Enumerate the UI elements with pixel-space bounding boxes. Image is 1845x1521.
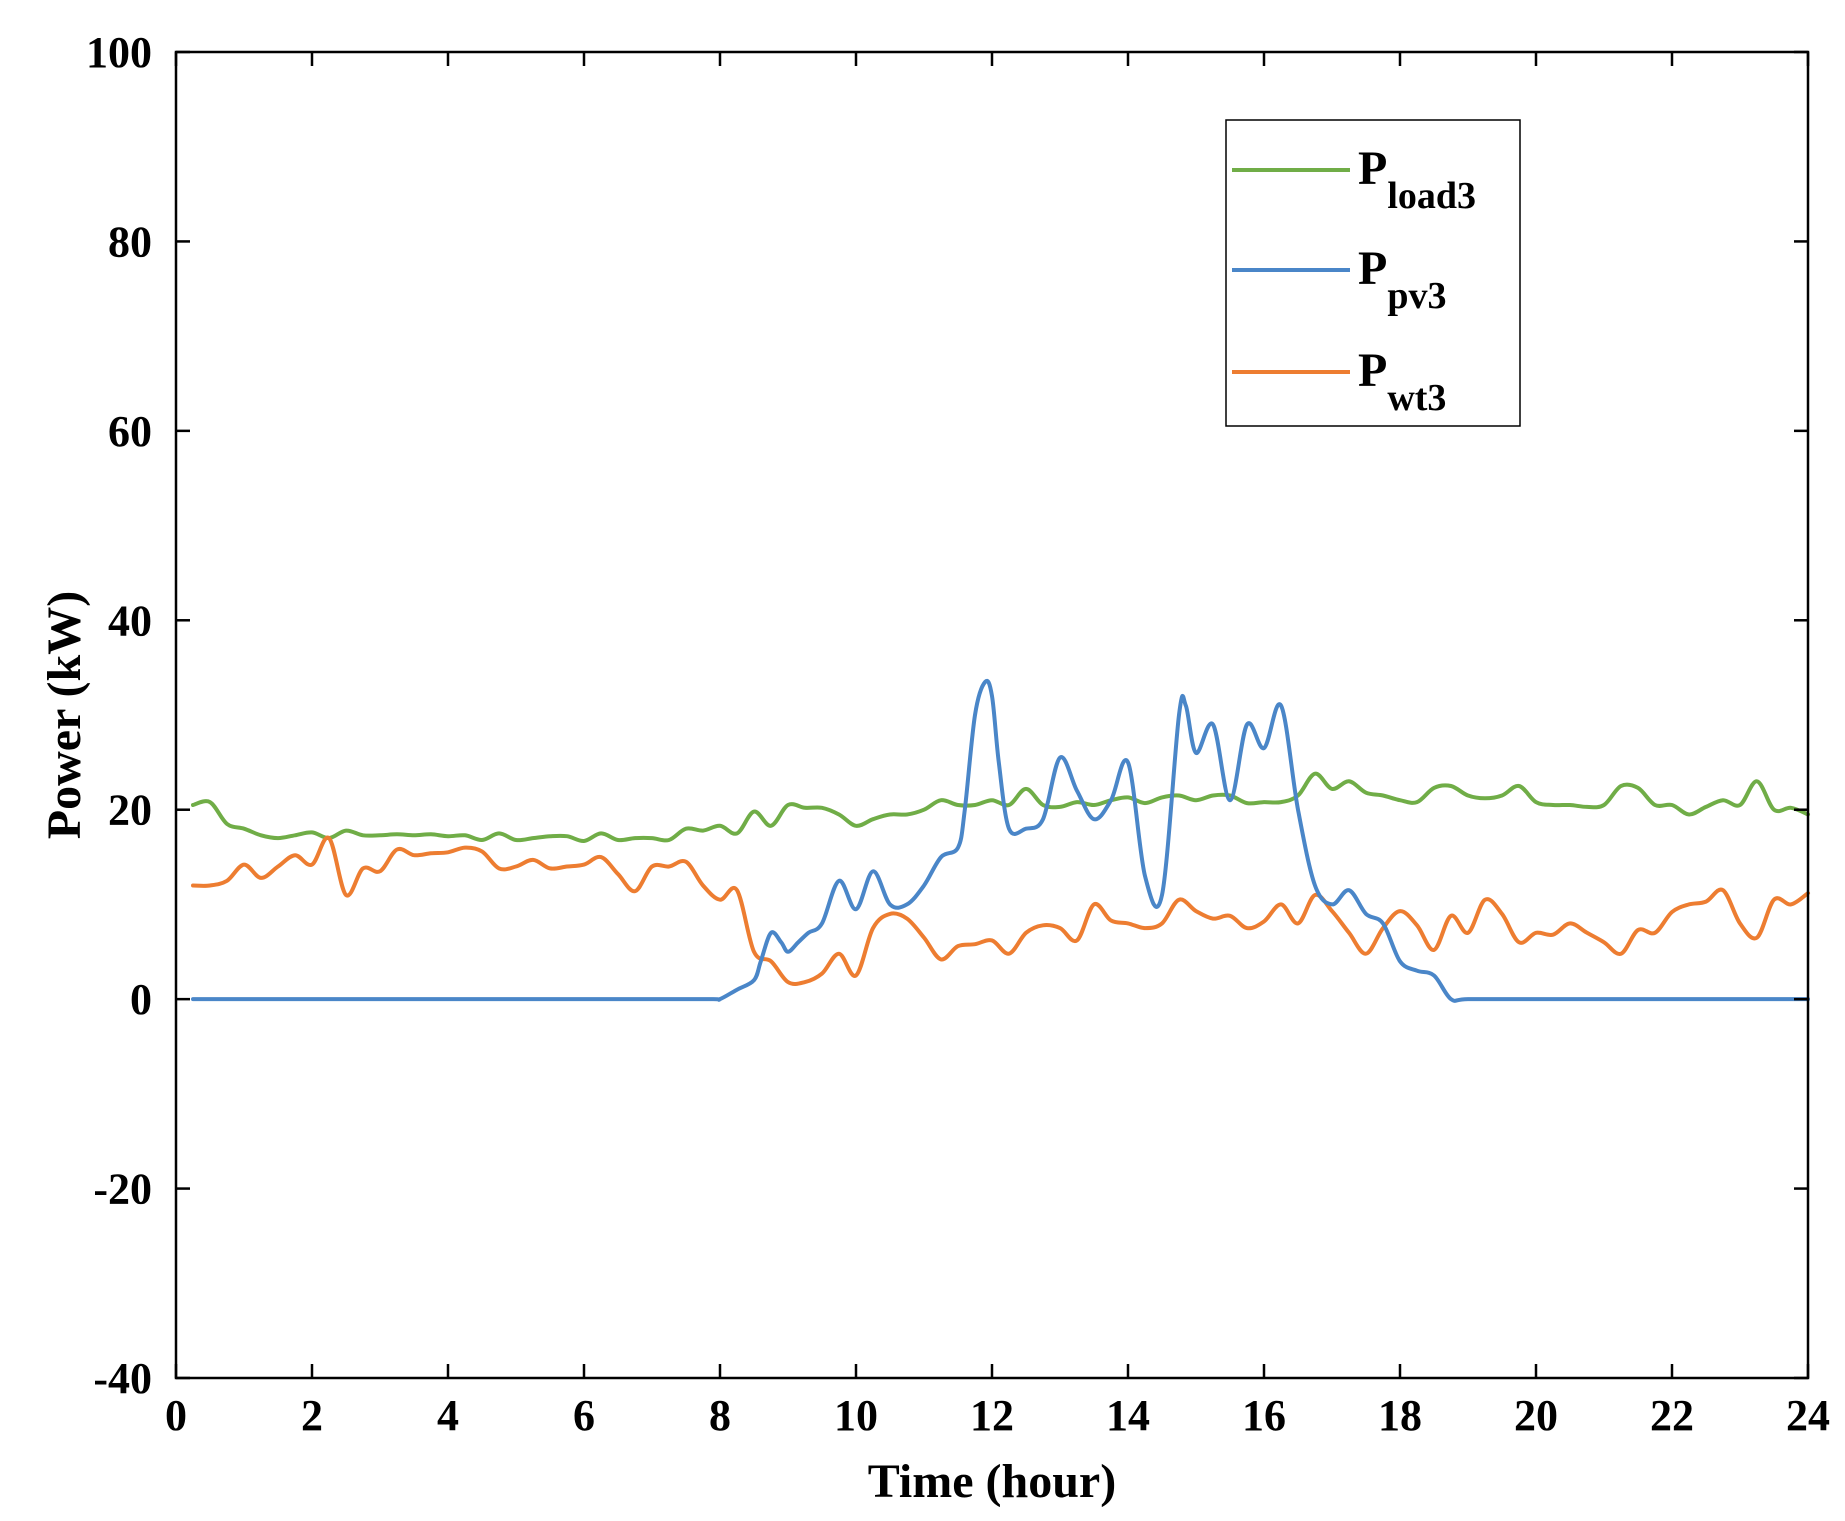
y-tick-label: 80 [108, 217, 152, 266]
x-tick-label: 16 [1242, 1391, 1286, 1440]
x-tick-labels: 0 2 4 6 8 10 12 14 16 18 20 22 24 [165, 1391, 1830, 1440]
legend-label-pwt3: Pwt3 [1358, 344, 1446, 419]
x-axis-title: Time (hour) [868, 1455, 1116, 1508]
y-tick-label: 40 [108, 596, 152, 645]
series-layer [191, 678, 1810, 1003]
legend-label-main: P [1358, 344, 1387, 397]
y-tick-label: 0 [130, 975, 152, 1024]
y-tick-label: 100 [86, 28, 152, 77]
legend-label-main: P [1358, 242, 1387, 295]
series-line-ppv3 [191, 678, 1810, 1003]
plot-frame [174, 50, 1810, 1380]
x-tick-label: 2 [301, 1391, 323, 1440]
x-tick-label: 22 [1650, 1391, 1694, 1440]
series-line-pwt3 [191, 835, 1810, 987]
y-axis-title: Power (kW) [38, 591, 91, 839]
x-tick-label: 12 [970, 1391, 1014, 1440]
x-tick-label: 8 [709, 1391, 731, 1440]
legend-label-subscript: pv3 [1387, 275, 1446, 317]
x-tick-label: 6 [573, 1391, 595, 1440]
ticks-layer [174, 50, 1810, 1380]
x-tick-label: 18 [1378, 1391, 1422, 1440]
x-tick-label: 14 [1106, 1391, 1150, 1440]
y-tick-labels: -40 -20 0 20 40 60 80 100 [86, 28, 152, 1403]
y-tick-label: -20 [93, 1165, 152, 1214]
legend-label-subscript: load3 [1387, 175, 1476, 217]
y-tick-label: -40 [93, 1354, 152, 1403]
y-tick-label: 60 [108, 407, 152, 456]
legend-label-ppv3: Ppv3 [1358, 242, 1446, 317]
y-tick-label: 20 [108, 786, 152, 835]
series-line-pload3 [191, 771, 1810, 844]
legend-label-subscript: wt3 [1387, 377, 1446, 419]
x-tick-label: 4 [437, 1391, 459, 1440]
legend-label-main: P [1358, 142, 1387, 195]
x-tick-label: 20 [1514, 1391, 1558, 1440]
x-tick-label: 24 [1786, 1391, 1830, 1440]
x-tick-label: 0 [165, 1391, 187, 1440]
legend-label-pload3: Pload3 [1358, 142, 1476, 217]
x-tick-label: 10 [834, 1391, 878, 1440]
